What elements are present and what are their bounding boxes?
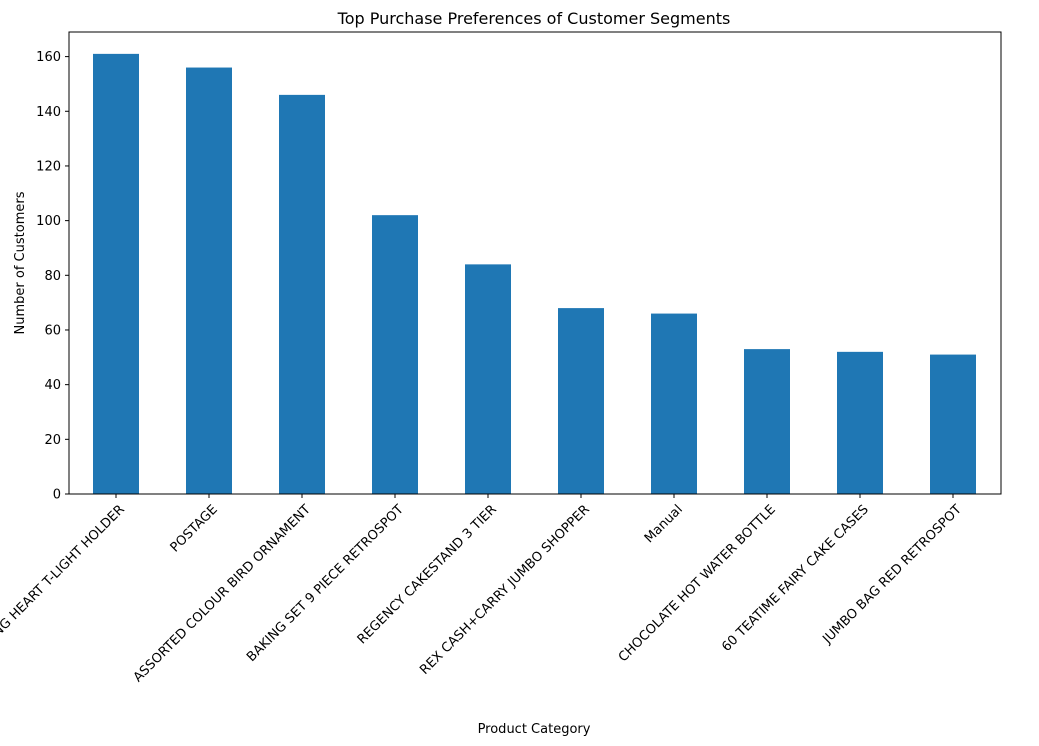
y-axis-label: Number of Customers bbox=[13, 191, 28, 334]
bar bbox=[744, 349, 790, 494]
y-tick-label: 40 bbox=[44, 378, 61, 393]
plot-frame bbox=[68, 31, 1002, 495]
bar bbox=[651, 313, 697, 494]
y-tick-label: 120 bbox=[36, 159, 61, 174]
x-tick-label: 60 TEATIME FAIRY CAKE CASES bbox=[719, 502, 872, 655]
x-tick-label: POSTAGE bbox=[168, 502, 221, 555]
bar bbox=[372, 215, 418, 494]
bar bbox=[279, 94, 325, 495]
y-tick-label: 0 bbox=[53, 488, 61, 503]
x-tick-label: Manual bbox=[642, 502, 686, 546]
x-axis: WHITE HANGING HEART T-LIGHT HOLDER POSTAG… bbox=[0, 494, 965, 703]
bar bbox=[186, 67, 232, 495]
y-tick-label: 60 bbox=[44, 323, 61, 338]
x-tick-label: REX CASH+CARRY JUMBO SHOPPER bbox=[417, 502, 593, 678]
bar bbox=[93, 53, 139, 495]
y-tick-label: 100 bbox=[36, 214, 61, 229]
y-tick-label: 20 bbox=[44, 433, 61, 448]
y-tick-label: 160 bbox=[36, 50, 61, 65]
x-tick-label: BAKING SET 9 PIECE RETROSPOT bbox=[244, 502, 407, 665]
y-tick-label: 140 bbox=[36, 105, 61, 120]
y-axis: 0 20 40 60 80 100 120 140 160 bbox=[36, 50, 69, 503]
x-tick-label: WHITE HANGING HEART T-LIGHT HOLDER bbox=[0, 502, 128, 703]
bar bbox=[558, 308, 604, 494]
x-axis-label: Product Category bbox=[478, 722, 591, 737]
bars-group bbox=[93, 53, 976, 495]
y-tick-label: 80 bbox=[44, 269, 61, 284]
bar bbox=[930, 354, 976, 494]
x-tick-label: CHOCOLATE HOT WATER BOTTLE bbox=[616, 502, 779, 665]
chart-title: Top Purchase Preferences of Customer Seg… bbox=[337, 9, 731, 28]
bar bbox=[465, 264, 511, 494]
bar bbox=[837, 351, 883, 494]
x-tick-label: ASSORTED COLOUR BIRD ORNAMENT bbox=[131, 502, 314, 685]
